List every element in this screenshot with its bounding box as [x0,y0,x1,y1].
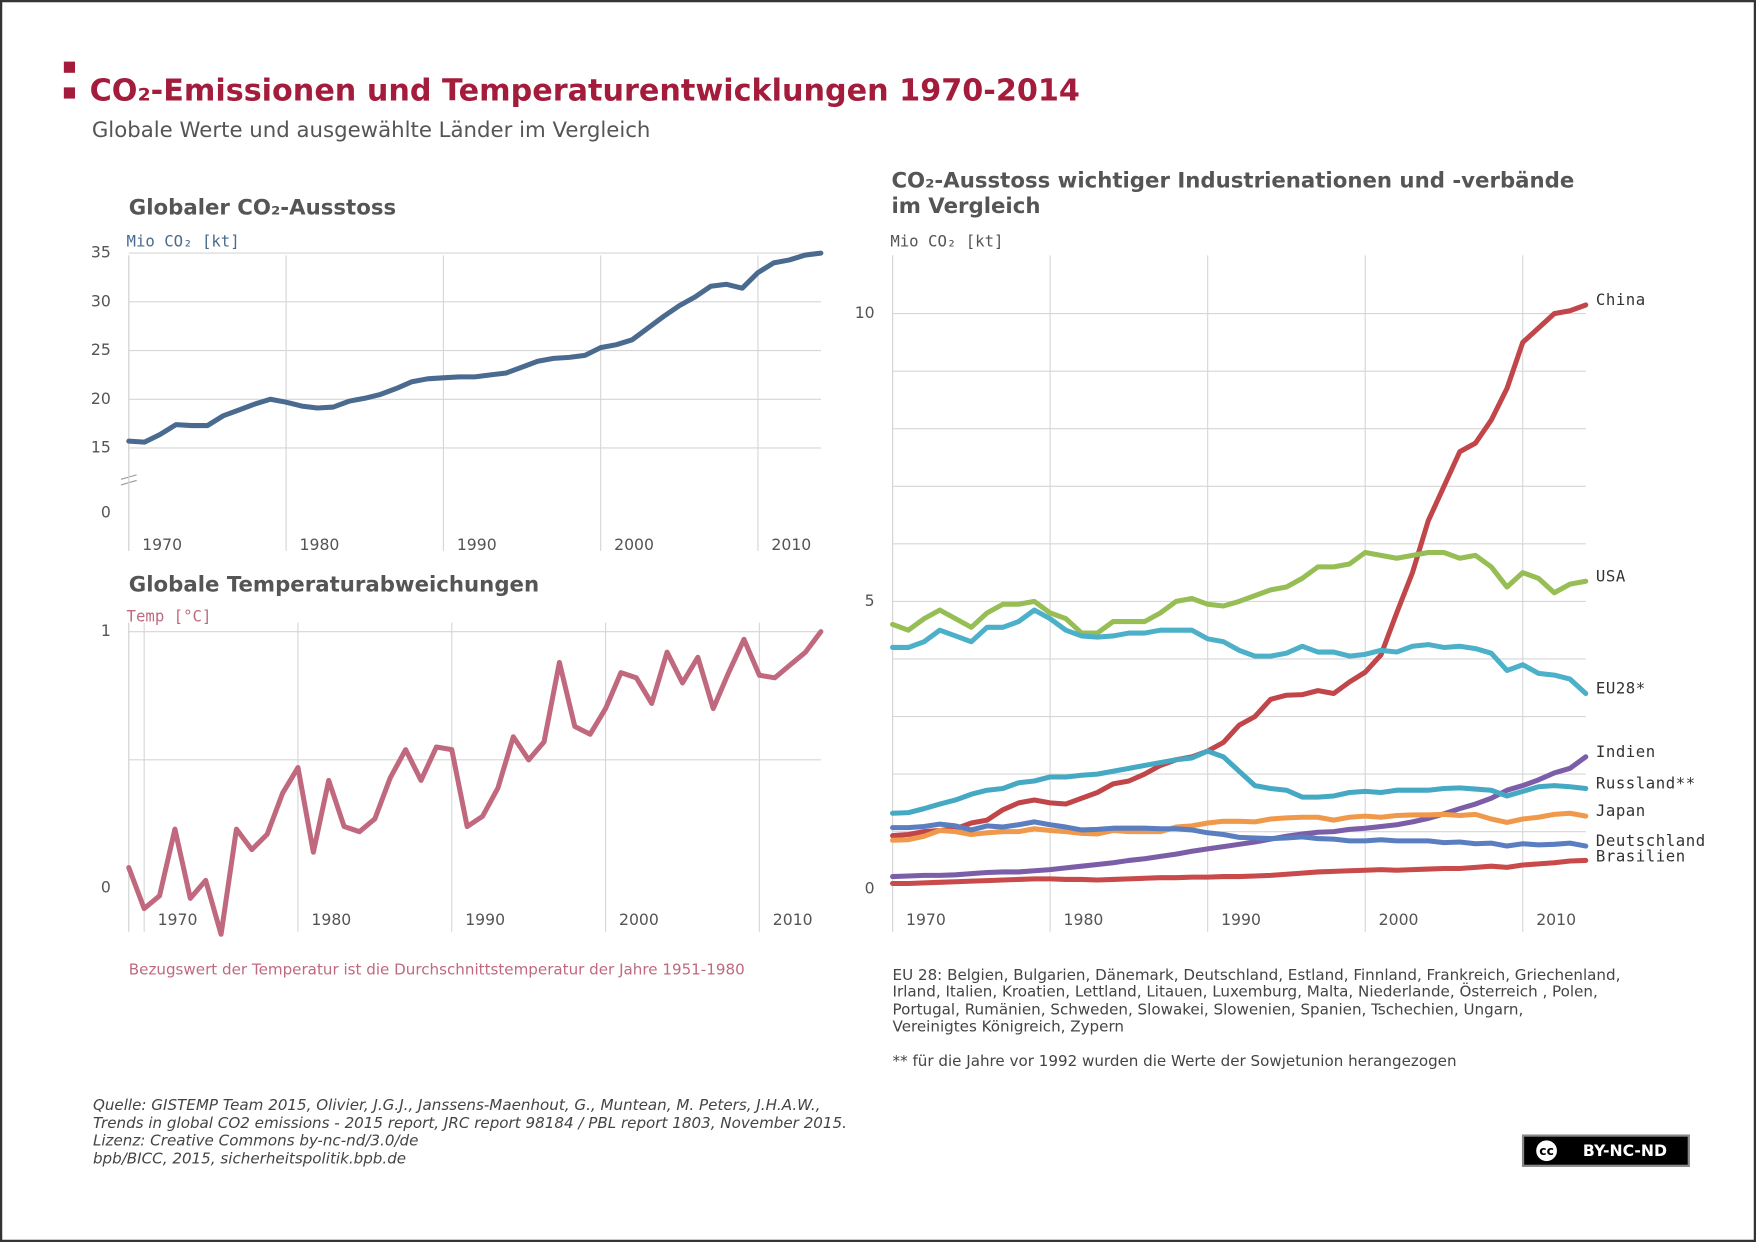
x-tick-label: 1980 [1064,910,1104,929]
x-tick-label: 2010 [771,535,811,554]
chart-note: Portugal, Rumänien, Schweden, Slowakei, … [893,1001,1524,1019]
x-tick-label: 1990 [1221,910,1261,929]
x-tick-label: 1980 [311,910,351,929]
series-line [890,819,1589,849]
x-tick-label: 2000 [1379,910,1419,929]
x-tick-label: 1990 [457,535,497,554]
chart-title: CO₂-Ausstoss wichtiger Industrienationen… [891,168,1574,193]
y-axis-label: Temp [°C] [127,607,212,626]
y-axis-label: Mio CO₂ [kt] [127,231,240,250]
x-tick-label: 1990 [465,910,505,929]
series-line [890,748,1589,816]
y-tick-label: 20 [91,389,111,408]
series-line [890,754,1589,880]
title-marker [63,61,76,73]
source-line: bpb/BICC, 2015, sicherheitspolitik.bpb.d… [93,1150,406,1168]
y-tick-label: 0 [865,879,875,898]
x-tick-label: 1970 [142,535,182,554]
x-tick-label: 2000 [619,910,659,929]
chart-note: ** für die Jahre vor 1992 wurden die Wer… [893,1052,1457,1070]
chart: CO₂-Ausstoss wichtiger Industrienationen… [855,168,1706,1070]
series-line [890,302,1589,839]
series-line [126,250,824,445]
y-tick-label: 10 [855,303,875,322]
series-line [890,607,1589,697]
chart-title: Globaler CO₂-Ausstoss [129,195,396,220]
chart-title: im Vergleich [891,194,1040,219]
x-tick-label: 2000 [614,535,654,554]
y-tick-label: 1 [101,621,111,640]
title-marker [63,87,76,99]
y-tick-label: 0 [101,878,111,897]
series-label: EU28* [1596,679,1646,698]
x-tick-label: 1970 [906,910,946,929]
series-line [890,857,1589,886]
chart-note: Irland, Italien, Kroatien, Lettland, Lit… [893,982,1598,1001]
series-label: Brasilien [1596,847,1686,866]
chart-note: EU 28: Belgien, Bulgarien, Dänemark, Deu… [893,966,1621,984]
badge-text: BY-NC-ND [1583,1141,1667,1160]
source-line: Trends in global CO2 emissions - 2015 re… [93,1114,847,1132]
y-tick-label: 35 [91,243,111,262]
series-line [890,549,1589,636]
source-line: Lizenz: Creative Commons by-nc-nd/3.0/de [93,1132,419,1150]
cc-circle [1534,1138,1559,1163]
series-label: Japan [1596,801,1646,820]
page-title: CO₂-Emissionen und Temperaturentwicklung… [90,73,1080,108]
x-tick-label: 1970 [158,910,198,929]
chart-note: Bezugswert der Temperatur ist die Durchs… [129,960,745,978]
cc-icon: cc [1539,1144,1554,1158]
y-axis-label: Mio CO₂ [kt] [890,231,1003,250]
chart-title: Globale Temperaturabweichungen [129,573,539,598]
x-tick-label: 1980 [300,535,340,554]
y-tick-label: 30 [91,291,111,310]
y-tick-label: 15 [91,437,111,456]
series-line [890,810,1589,843]
license-badge: cc BY-NC-ND [1521,1134,1690,1167]
chart-note: Vereinigtes Königreich, Zypern [893,1017,1124,1035]
x-tick-label: 2010 [773,910,813,929]
series-label: Russland** [1596,774,1696,793]
x-tick-label: 2010 [1536,910,1576,929]
chart: Globaler CO₂-Ausstoss Mio CO₂ [kt] 0 15 20 25… [91,195,824,554]
chart: Globale Temperaturabweichungen Temp [°C] 0… [101,573,824,978]
y-tick-label: 0 [101,502,111,521]
series-line [126,629,824,937]
y-tick-label: 5 [865,591,875,610]
series-label: Deutschland [1596,831,1706,850]
source-line: Quelle: GISTEMP Team 2015, Olivier, J.G.… [93,1096,821,1114]
series-label: China [1596,290,1646,309]
y-tick-label: 25 [91,340,111,359]
page-subtitle: Globale Werte und ausgewählte Länder im … [92,118,651,143]
series-label: Indien [1596,742,1656,761]
series-label: USA [1596,566,1626,585]
